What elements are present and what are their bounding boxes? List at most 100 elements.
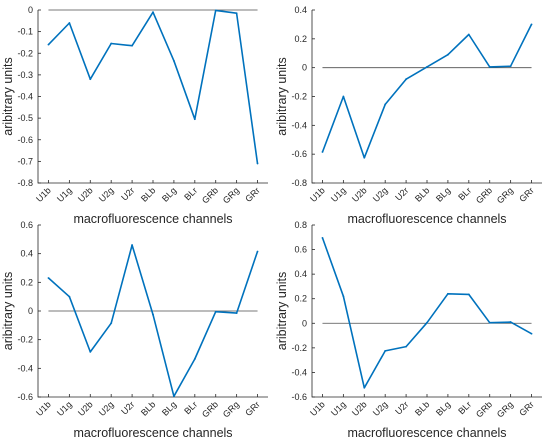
x-tick-label: GRb (200, 399, 220, 419)
data-point (447, 292, 449, 295)
x-tick-label: BLr (456, 185, 473, 202)
y-tick-label: 0.6 (20, 220, 33, 230)
x-tick-label: U1g (329, 399, 348, 418)
y-axis-label: aribitrary units (275, 272, 289, 351)
y-tick-label: 0.2 (294, 294, 307, 304)
y-tick-label: 0.2 (20, 277, 33, 287)
y-axis-label: aribitrary units (1, 272, 15, 351)
y-tick-label: -0.4 (17, 92, 33, 102)
x-tick-label: U2b (76, 399, 95, 418)
data-point (152, 11, 154, 14)
x-tick-label: BLb (139, 185, 157, 203)
data-point (363, 386, 366, 389)
data-point (256, 250, 259, 253)
data-point (235, 12, 238, 15)
data-point (405, 78, 407, 81)
x-tick-label: U2b (350, 185, 369, 204)
data-point (110, 322, 113, 325)
data-point (214, 310, 217, 313)
data-point (342, 295, 345, 298)
y-tick-label: 0.4 (294, 269, 307, 279)
data-point (467, 293, 470, 296)
y-tick-label: 0 (302, 63, 307, 73)
data-point (488, 321, 491, 324)
x-tick-label: U2r (119, 185, 136, 202)
x-tick-label: GRr (517, 185, 536, 204)
y-tick-label: -0.2 (291, 343, 307, 353)
data-point (110, 42, 113, 45)
data-point (89, 350, 92, 353)
data-point (405, 345, 407, 348)
x-tick-label: U2g (371, 185, 390, 204)
y-tick-label: -0.2 (291, 92, 307, 102)
data-point (509, 65, 512, 68)
y-tick-label: -0.6 (17, 392, 33, 402)
data-point (47, 43, 50, 46)
axis-lines (311, 10, 542, 184)
x-tick-label: U2r (393, 399, 410, 416)
y-tick-label: -0.8 (291, 178, 307, 188)
y-axis-label: aribitrary units (1, 57, 15, 136)
x-tick-label: GRr (243, 185, 262, 204)
x-tick-label: GRg (495, 399, 515, 419)
x-tick-label: U1b (34, 399, 53, 418)
x-tick-label: U1g (329, 185, 348, 204)
x-tick-label: BLr (182, 399, 199, 416)
x-tick-label: BLg (160, 399, 178, 417)
y-tick-label: -0.2 (17, 48, 33, 58)
x-tick-label: U1g (55, 185, 74, 204)
y-tick-label: -0.4 (291, 120, 307, 130)
y-tick-label: -0.4 (17, 363, 33, 373)
data-point (214, 9, 217, 12)
y-tick-label: 0.2 (294, 34, 307, 44)
x-axis-label: macrofluorescence channels (73, 426, 232, 439)
series-line (47, 9, 259, 164)
data-point (467, 33, 470, 36)
data-point (488, 66, 491, 68)
y-tick-label: -0.8 (17, 178, 33, 188)
x-tick-label: U2b (76, 185, 95, 204)
x-tick-label: GRr (243, 399, 262, 418)
x-tick-label: GRb (474, 399, 494, 419)
data-point (509, 321, 512, 323)
x-tick-label: BLg (434, 185, 452, 203)
data-point (321, 151, 324, 153)
x-tick-label: GRg (221, 399, 241, 419)
x-tick-label: U2g (97, 399, 116, 418)
x-tick-label: GRg (221, 185, 241, 205)
x-tick-label: U1b (308, 399, 327, 418)
data-point (321, 237, 324, 239)
data-point (173, 395, 175, 398)
data-point (89, 78, 92, 81)
y-tick-label: 0.6 (294, 245, 307, 255)
x-tick-label: U1b (34, 185, 53, 204)
data-point (68, 295, 71, 298)
data-point (152, 313, 154, 316)
x-axis-label: macrofluorescence channels (347, 426, 506, 439)
series-line (321, 237, 532, 389)
x-tick-label: GRb (200, 185, 220, 205)
data-point (447, 53, 449, 56)
data-point (256, 162, 259, 165)
y-tick-label: -0.5 (17, 113, 33, 123)
data-point (193, 118, 196, 121)
y-axis-label: aribitrary units (275, 57, 289, 136)
data-point (384, 350, 387, 352)
x-axis-label: macrofluorescence channels (347, 212, 506, 226)
data-point (426, 321, 428, 324)
data-point (426, 66, 428, 68)
data-point (363, 156, 366, 159)
x-tick-label: BLg (160, 185, 178, 203)
y-tick-label: 0 (28, 306, 33, 316)
y-tick-label: -0.3 (17, 70, 33, 80)
x-tick-label: BLg (434, 399, 452, 417)
y-tick-label: -0.1 (17, 27, 33, 37)
y-tick-label: 0.4 (20, 249, 33, 259)
x-tick-label: U2r (393, 185, 410, 202)
x-tick-label: GRb (474, 185, 494, 205)
x-tick-label: U1b (308, 185, 327, 204)
y-tick-label: 0 (28, 5, 33, 15)
y-tick-label: -0.7 (17, 156, 33, 166)
x-tick-label: U2r (119, 399, 136, 416)
